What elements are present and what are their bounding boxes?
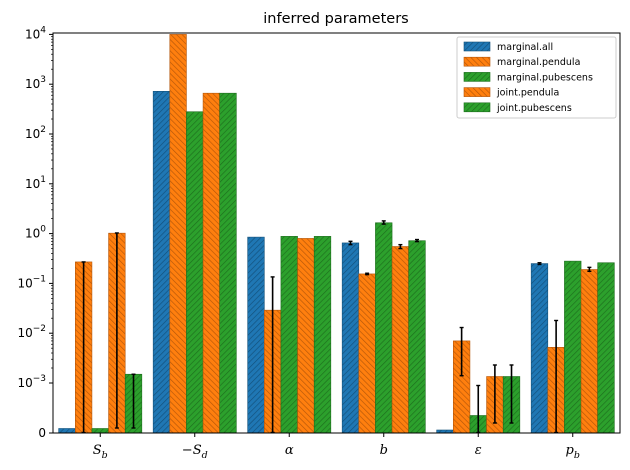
y-tick-label-0: 0	[38, 426, 46, 440]
bar-marginal-pendula-1	[169, 34, 187, 434]
bar-joint-pubescens-2	[313, 236, 332, 434]
error-bar-marginal-all-5	[537, 262, 542, 266]
bar-marginal-pubescens-2	[280, 236, 298, 434]
error-bar-marginal-pendula-4	[459, 326, 464, 377]
error-bar-joint-pendula-0	[114, 232, 119, 429]
bar-marginal-all-2	[247, 236, 265, 434]
x-tick-label-0: Sb	[93, 443, 108, 461]
x-axis: Sb −Sd α b ε pb	[93, 433, 580, 461]
legend-label-0: marginal.all	[497, 42, 553, 53]
y-tick-label-2: 10−2	[17, 324, 46, 340]
bar-marginal-all-5	[530, 263, 549, 434]
y-tick-label-8: 104	[25, 25, 46, 41]
legend: marginal.all marginal.pendula marginal.pub…	[456, 36, 617, 119]
legend-swatch-4	[463, 102, 491, 113]
bar-joint-pubescens-3	[408, 240, 426, 434]
x-tick-label-3: b	[380, 443, 388, 458]
x-tick-label-5: pb	[566, 443, 580, 461]
error-bar-joint-pubescens-0	[131, 373, 136, 429]
legend-label-1: marginal.pendula	[497, 57, 580, 68]
bar-marginal-pubescens-0	[91, 428, 109, 434]
error-bar-joint-pubescens-3	[415, 238, 420, 243]
error-bar-joint-pendula-4	[492, 364, 497, 424]
error-bar-marginal-pubescens-3	[381, 220, 386, 225]
y-axis: 0 10−3 10−2 10−1 100 101 102 103 104	[17, 25, 53, 440]
bar-joint-pendula-5	[580, 269, 599, 434]
error-bar-joint-pendula-5	[587, 266, 592, 272]
y-tick-label-3: 10−1	[17, 274, 46, 290]
bar-joint-pendula-1	[202, 92, 221, 434]
chart-title: inferred parameters	[263, 11, 408, 27]
y-tick-label-1: 10−3	[17, 374, 46, 390]
plot-frame	[52, 32, 621, 434]
x-tick-label-4: ε	[475, 443, 482, 458]
bar-marginal-all-0	[58, 428, 76, 434]
bar-marginal-pubescens-3	[375, 222, 393, 434]
legend-swatch-2	[463, 72, 491, 82]
error-bar-marginal-all-3	[348, 240, 353, 246]
legend-box	[456, 36, 617, 119]
bar-marginal-all-1	[152, 91, 171, 434]
legend-label-2: marginal.pubescens	[497, 72, 593, 83]
error-bars-layer	[81, 220, 592, 434]
error-bar-joint-pubescens-4	[509, 364, 514, 424]
bar-joint-pendula-3	[391, 246, 410, 434]
legend-swatch-3	[463, 87, 491, 97]
bar-marginal-pendula-3	[358, 273, 376, 434]
bar-marginal-all-3	[341, 242, 360, 434]
error-bar-joint-pendula-3	[398, 243, 403, 250]
bar-marginal-pubescens-1	[186, 111, 204, 434]
legend-swatch-0	[463, 41, 491, 52]
legend-label-4: joint.pubescens	[496, 103, 572, 114]
legend-label-3: joint.pendula	[496, 88, 559, 99]
error-bar-marginal-pendula-3	[365, 272, 370, 276]
y-tick-label-6: 102	[25, 125, 46, 141]
bar-joint-pendula-2	[297, 238, 315, 434]
x-tick-label-2: α	[285, 443, 294, 458]
y-tick-label-5: 101	[25, 175, 46, 191]
bar-joint-pubescens-5	[597, 262, 615, 434]
x-tick-label-1: −Sd	[182, 443, 208, 461]
bars-layer	[58, 34, 615, 434]
y-tick-label-7: 103	[25, 75, 46, 91]
y-tick-label-4: 100	[25, 225, 46, 241]
bar-marginal-pubescens-5	[564, 260, 582, 434]
bar-joint-pubescens-1	[219, 92, 237, 434]
legend-swatch-1	[463, 56, 491, 67]
